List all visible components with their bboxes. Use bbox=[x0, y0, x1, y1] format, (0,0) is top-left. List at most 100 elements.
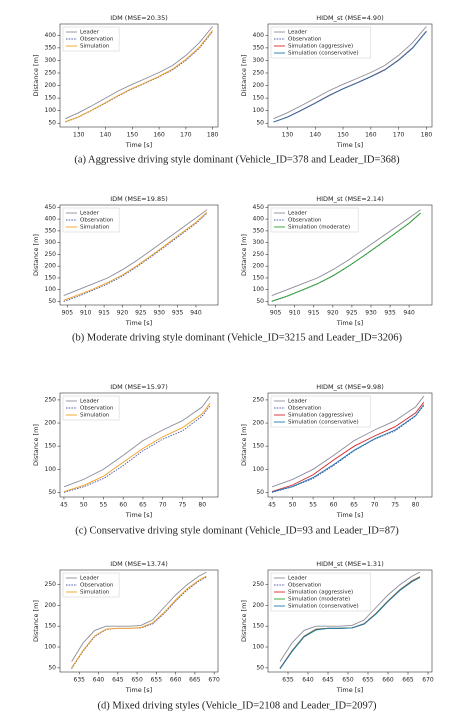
y-tick-label: 150 bbox=[253, 95, 265, 102]
chart-title: IDM (MSE=19.85) bbox=[110, 195, 168, 203]
y-tick-label: 250 bbox=[253, 396, 265, 403]
chart-title: IDM (MSE=20.35) bbox=[110, 14, 168, 22]
x-tick-label: 130 bbox=[282, 132, 294, 139]
y-axis-label: Distance [m] bbox=[240, 600, 248, 642]
x-tick-label: 640 bbox=[93, 677, 105, 684]
x-tick-label: 665 bbox=[189, 677, 201, 684]
x-tick-label: 140 bbox=[310, 132, 322, 139]
x-tick-label: 650 bbox=[342, 677, 354, 684]
y-axis-label: Distance [m] bbox=[32, 424, 40, 466]
y-tick-label: 50 bbox=[48, 489, 56, 496]
y-tick-label: 250 bbox=[45, 251, 57, 258]
y-tick-label: 400 bbox=[45, 32, 57, 39]
y-tick-label: 100 bbox=[45, 466, 57, 473]
x-tick-label: 645 bbox=[112, 677, 124, 684]
x-tick-label: 75 bbox=[391, 502, 399, 509]
y-tick-label: 150 bbox=[45, 443, 57, 450]
y-tick-label: 350 bbox=[45, 227, 57, 234]
legend-label: Simulation (aggressive) bbox=[288, 44, 353, 50]
plot-frame bbox=[59, 569, 219, 673]
x-tick-label: 65 bbox=[350, 502, 358, 509]
series-line bbox=[65, 31, 213, 123]
series-line bbox=[271, 209, 421, 297]
legend-label: Observation bbox=[288, 37, 322, 43]
y-tick-label: 300 bbox=[45, 57, 57, 64]
series-line bbox=[271, 401, 425, 492]
y-tick-label: 50 bbox=[48, 664, 56, 671]
series-line bbox=[279, 571, 421, 662]
x-axis-label: Time [s] bbox=[125, 511, 152, 519]
y-tick-label: 200 bbox=[45, 602, 57, 609]
y-tick-label: 100 bbox=[45, 644, 57, 651]
legend-label: Simulation (conservative) bbox=[288, 51, 359, 57]
y-tick-label: 150 bbox=[253, 623, 265, 630]
series-line bbox=[279, 577, 421, 669]
x-tick-label: 635 bbox=[282, 677, 294, 684]
series-line bbox=[271, 212, 421, 302]
x-tick-label: 55 bbox=[100, 502, 108, 509]
plot-frame bbox=[59, 204, 219, 306]
x-tick-label: 905 bbox=[270, 310, 282, 317]
y-tick-label: 300 bbox=[253, 57, 265, 64]
caption: (c) Conservative driving style dominant … bbox=[75, 525, 399, 536]
y-tick-label: 250 bbox=[253, 581, 265, 588]
chart-title: IDM (MSE=13.74) bbox=[110, 560, 168, 568]
x-axis-label: Time [s] bbox=[336, 686, 363, 694]
x-tick-label: 130 bbox=[73, 132, 85, 139]
y-tick-label: 350 bbox=[253, 227, 265, 234]
y-tick-label: 200 bbox=[253, 263, 265, 270]
y-axis-label: Distance [m] bbox=[32, 600, 40, 642]
x-tick-label: 935 bbox=[172, 310, 184, 317]
x-tick-label: 140 bbox=[100, 132, 112, 139]
x-tick-label: 75 bbox=[179, 502, 187, 509]
legend-label: Simulation (moderate) bbox=[288, 225, 350, 231]
x-tick-label: 910 bbox=[289, 310, 301, 317]
x-tick-label: 645 bbox=[322, 677, 334, 684]
legend-label: Leader bbox=[288, 576, 308, 582]
y-axis-label: Distance [m] bbox=[32, 55, 40, 97]
x-tick-label: 70 bbox=[371, 502, 379, 509]
series-line bbox=[63, 211, 208, 301]
legend-box bbox=[62, 26, 120, 52]
legend-label: Simulation (aggressive) bbox=[288, 590, 353, 596]
legend-box bbox=[270, 207, 359, 233]
series-line bbox=[271, 395, 425, 488]
plot-frame bbox=[267, 392, 433, 498]
legend-label: Observation bbox=[80, 218, 114, 224]
x-tick-label: 45 bbox=[60, 502, 68, 509]
x-tick-label: 905 bbox=[62, 310, 74, 317]
y-tick-label: 100 bbox=[253, 107, 265, 114]
y-tick-label: 200 bbox=[253, 82, 265, 89]
legend-label: Leader bbox=[288, 211, 308, 217]
x-tick-label: 670 bbox=[422, 677, 434, 684]
series-line bbox=[63, 395, 211, 488]
legend-label: Observation bbox=[288, 406, 322, 412]
y-tick-label: 250 bbox=[253, 251, 265, 258]
x-axis-label: Time [s] bbox=[125, 686, 152, 694]
x-tick-label: 170 bbox=[393, 132, 405, 139]
x-tick-label: 55 bbox=[309, 502, 317, 509]
x-tick-label: 170 bbox=[180, 132, 192, 139]
series-line bbox=[71, 575, 207, 669]
x-tick-label: 180 bbox=[207, 132, 219, 139]
y-tick-label: 50 bbox=[256, 120, 264, 127]
series-line bbox=[273, 31, 427, 123]
caption: (a) Aggressive driving style dominant (V… bbox=[74, 154, 400, 165]
x-tick-label: 655 bbox=[362, 677, 374, 684]
caption: (b) Moderate driving style dominant (Veh… bbox=[72, 332, 402, 343]
x-tick-label: 660 bbox=[170, 677, 182, 684]
plot-frame bbox=[267, 569, 433, 673]
x-tick-label: 60 bbox=[330, 502, 338, 509]
series-line bbox=[63, 402, 211, 492]
y-tick-label: 300 bbox=[253, 239, 265, 246]
x-tick-label: 920 bbox=[327, 310, 339, 317]
x-tick-label: 935 bbox=[384, 310, 396, 317]
legend-label: Leader bbox=[288, 30, 308, 36]
y-tick-label: 200 bbox=[45, 82, 57, 89]
legend-label: Leader bbox=[80, 30, 100, 36]
series-line bbox=[63, 405, 211, 493]
plot-frame bbox=[59, 23, 219, 128]
legend-label: Simulation (conservative) bbox=[288, 604, 359, 610]
y-tick-label: 200 bbox=[45, 420, 57, 427]
legend-label: Leader bbox=[80, 576, 100, 582]
